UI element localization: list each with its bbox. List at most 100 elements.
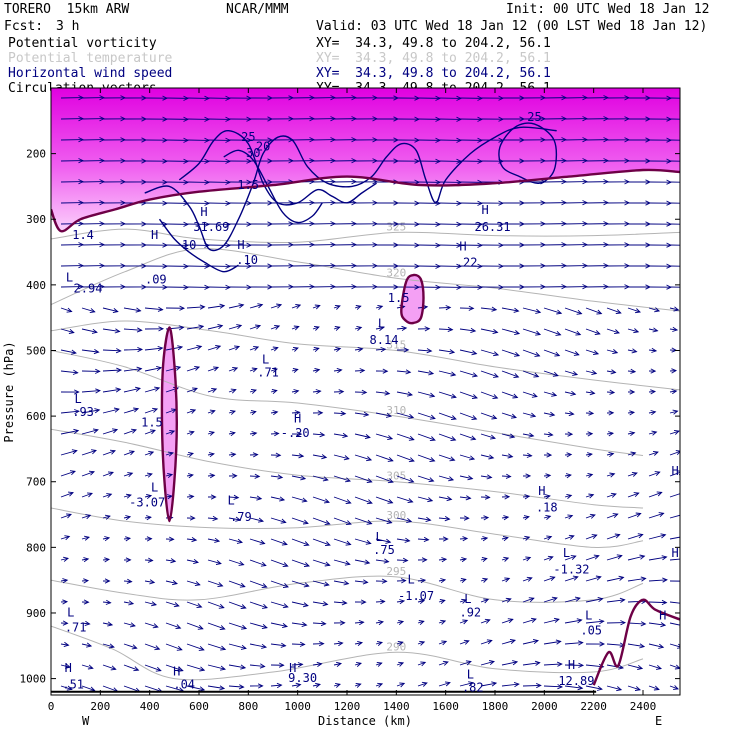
circulation-vector <box>396 433 414 441</box>
extremum-label: 12.89 <box>558 674 594 688</box>
y-axis-label: Pressure (hPa) <box>2 341 16 442</box>
circulation-vector-head <box>450 371 457 377</box>
circulation-vector-head <box>337 640 344 647</box>
circulation-vector-head <box>199 666 206 672</box>
circulation-vector-head <box>525 556 532 562</box>
circulation-vector-head <box>303 562 310 567</box>
circulation-vector-head <box>587 472 594 478</box>
circulation-vector-head <box>671 368 678 374</box>
circulation-vector-head <box>507 618 514 624</box>
circulation-vector-head <box>472 372 478 378</box>
circulation-vector <box>648 492 662 498</box>
circulation-vector <box>606 513 618 519</box>
circulation-vector-head <box>510 413 517 419</box>
circulation-vector-head <box>568 534 575 540</box>
circulation-vector-head <box>281 540 288 546</box>
circulation-vector <box>438 640 447 645</box>
circulation-vector-head <box>156 365 163 372</box>
circulation-vector <box>249 432 257 435</box>
x-tick-label: 1600 <box>432 700 459 713</box>
circulation-vector <box>522 684 541 687</box>
y-tick-label: 600 <box>26 410 46 423</box>
circulation-vector-head <box>178 325 185 331</box>
circulation-vector-head <box>197 624 204 630</box>
header-center: NCAR/MMM <box>226 2 289 17</box>
circulation-vector <box>270 538 288 545</box>
circulation-vector-head <box>612 513 619 519</box>
circulation-vector-head <box>136 327 143 333</box>
circulation-vector <box>291 496 307 502</box>
circulation-vector <box>543 328 561 336</box>
circulation-vector-head <box>577 640 584 646</box>
wind-speed-label: 30 <box>246 146 260 160</box>
circulation-vector <box>564 307 582 315</box>
circulation-vector-head <box>444 516 451 522</box>
circulation-vector-head <box>345 499 352 504</box>
circulation-vector-head <box>324 520 331 526</box>
circulation-vector-head <box>688 243 693 247</box>
circulation-vector <box>543 685 562 688</box>
circulation-vector <box>522 597 534 603</box>
circulation-vector-head <box>553 617 560 623</box>
circulation-vector-head <box>295 304 302 309</box>
circulation-vector-head <box>292 346 299 352</box>
wind-speed-label: 10 <box>182 238 196 252</box>
circulation-vector-head <box>261 583 268 589</box>
circulation-vector-head <box>208 452 215 458</box>
circulation-vector <box>123 387 141 393</box>
circulation-vector <box>333 601 347 604</box>
extremum-label: .92 <box>459 605 481 619</box>
circulation-vector-head <box>315 389 322 395</box>
header-fcst-label: Fcst: <box>4 19 44 34</box>
circulation-vector-head <box>524 535 531 541</box>
circulation-vector <box>564 328 581 336</box>
circulation-vector-head <box>609 389 616 395</box>
circulation-vector <box>438 306 451 309</box>
circulation-vector-head <box>557 684 564 690</box>
circulation-vector-head <box>408 457 415 463</box>
circulation-vector-head <box>531 392 538 398</box>
extremum-label: L <box>66 271 73 285</box>
circulation-vector <box>144 664 161 672</box>
circulation-vector <box>417 370 434 375</box>
circulation-vector-head <box>463 639 470 645</box>
circulation-vector-head <box>302 519 309 525</box>
circulation-vector <box>270 601 288 608</box>
circulation-vector-head <box>399 599 406 605</box>
circulation-vector-head <box>83 557 90 563</box>
circulation-vector-head <box>512 393 519 399</box>
circulation-vector-head <box>651 347 658 353</box>
circulation-vector <box>312 683 321 687</box>
circulation-vector-head <box>232 367 239 372</box>
circulation-vector-head <box>336 367 343 374</box>
circulation-vector-head <box>633 328 640 334</box>
circulation-vector-head <box>418 620 425 626</box>
circulation-vector <box>123 664 139 671</box>
circulation-vector <box>501 433 515 438</box>
circulation-vector-head <box>619 597 626 603</box>
circulation-vector <box>669 601 680 604</box>
circulation-vector-head <box>681 601 686 605</box>
extremum-label: H <box>568 658 575 672</box>
circulation-vector <box>291 601 309 607</box>
circulation-vector-head <box>507 453 514 459</box>
circulation-vector-head <box>355 305 362 310</box>
circulation-vector-head <box>282 562 289 568</box>
circulation-vector-head <box>450 393 457 399</box>
pv-label: 1.5 <box>388 291 410 305</box>
circulation-vector-head <box>112 308 119 314</box>
circulation-vector-head <box>199 686 206 692</box>
circulation-vector-head <box>272 410 279 416</box>
extremum-label: .79 <box>230 510 252 524</box>
circulation-vector <box>501 307 519 312</box>
theta-label: 290 <box>386 640 406 653</box>
circulation-vector <box>522 349 540 357</box>
circulation-vector-head <box>683 534 688 538</box>
circulation-vector-head <box>196 603 203 609</box>
circulation-vector-head <box>335 346 342 353</box>
circulation-vector <box>270 643 286 647</box>
circulation-vector <box>438 661 449 666</box>
circulation-vector <box>669 493 680 498</box>
circulation-vector <box>249 622 267 629</box>
circulation-vector-head <box>446 496 453 502</box>
